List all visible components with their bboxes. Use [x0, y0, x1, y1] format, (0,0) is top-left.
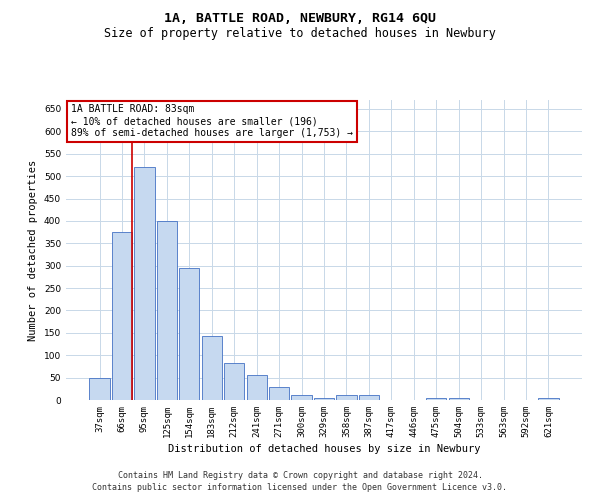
Bar [314, 398, 334, 400]
Bar [112, 232, 132, 400]
Text: 1A, BATTLE ROAD, NEWBURY, RG14 6QU: 1A, BATTLE ROAD, NEWBURY, RG14 6QU [164, 12, 436, 26]
Bar [426, 398, 446, 400]
Bar [157, 221, 177, 400]
Text: Size of property relative to detached houses in Newbury: Size of property relative to detached ho… [104, 28, 496, 40]
Bar [247, 376, 267, 400]
Bar [337, 394, 356, 400]
X-axis label: Distribution of detached houses by size in Newbury: Distribution of detached houses by size … [168, 444, 480, 454]
Bar [134, 167, 155, 400]
Bar [224, 364, 244, 400]
Bar [449, 398, 469, 400]
Bar [292, 394, 311, 400]
Bar [538, 398, 559, 400]
Bar [89, 378, 110, 400]
Text: Contains HM Land Registry data © Crown copyright and database right 2024.: Contains HM Land Registry data © Crown c… [118, 471, 482, 480]
Text: 1A BATTLE ROAD: 83sqm
← 10% of detached houses are smaller (196)
89% of semi-det: 1A BATTLE ROAD: 83sqm ← 10% of detached … [71, 104, 353, 138]
Bar [179, 268, 199, 400]
Bar [202, 336, 222, 400]
Text: Contains public sector information licensed under the Open Government Licence v3: Contains public sector information licen… [92, 484, 508, 492]
Y-axis label: Number of detached properties: Number of detached properties [28, 160, 38, 340]
Bar [359, 394, 379, 400]
Bar [269, 388, 289, 400]
